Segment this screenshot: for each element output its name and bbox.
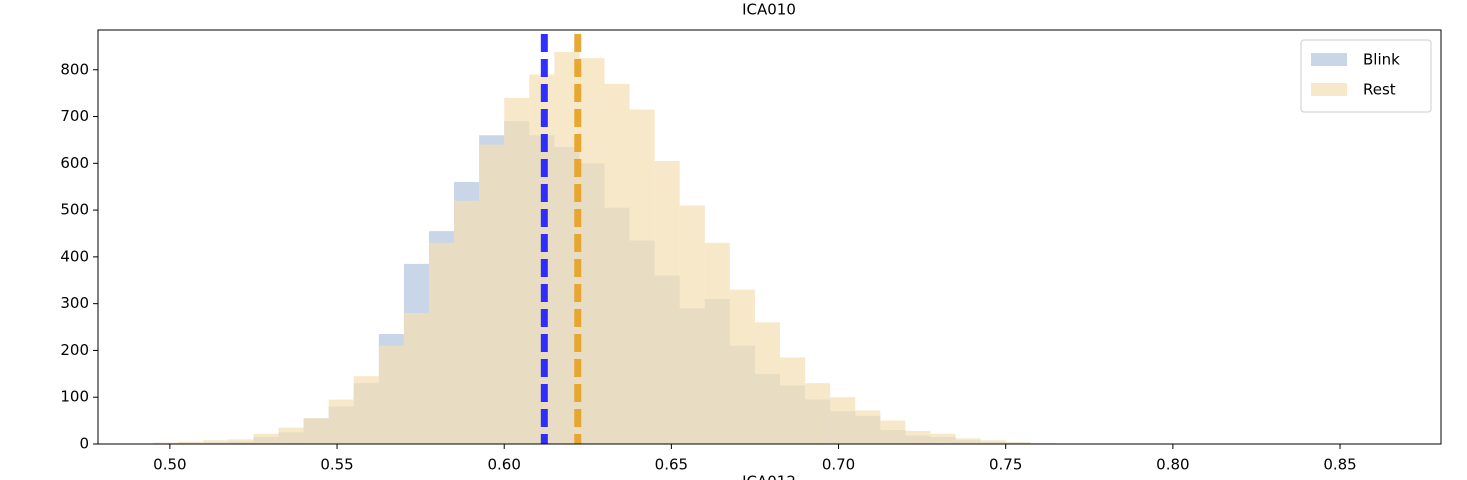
x-tick-label: 0.70 <box>822 456 855 474</box>
y-tick-label: 700 <box>60 107 89 125</box>
histogram-bar <box>178 441 204 444</box>
histogram-bar <box>153 442 179 444</box>
y-tick-label: 400 <box>60 247 89 265</box>
histogram-bar <box>729 289 755 444</box>
histogram-bar <box>403 313 429 444</box>
histogram-bar <box>253 433 279 444</box>
next-chart-title: ICA012 <box>742 473 796 480</box>
histogram-bar <box>328 399 354 444</box>
histogram-bar <box>629 109 655 444</box>
histogram-bar <box>805 383 831 444</box>
y-tick-label: 600 <box>60 154 89 172</box>
histogram-bar <box>479 144 505 444</box>
histogram-bar <box>704 242 730 444</box>
histogram-bar <box>278 427 304 444</box>
x-tick-label: 0.75 <box>989 456 1022 474</box>
histogram-bar <box>754 322 781 444</box>
y-tick-label: 800 <box>60 60 89 78</box>
histogram-bar <box>428 242 455 444</box>
x-tick-label: 0.65 <box>655 456 688 474</box>
histogram-bar <box>930 433 956 444</box>
histogram-bar <box>780 357 806 444</box>
histogram-bar <box>955 438 981 444</box>
histogram-bar <box>303 418 329 444</box>
x-tick-label: 0.50 <box>153 456 186 474</box>
histogram-bar <box>203 440 229 444</box>
histogram-bar <box>855 410 881 444</box>
x-tick-label: 0.85 <box>1323 456 1356 474</box>
legend-label: Rest <box>1363 81 1396 99</box>
histogram-bar <box>905 430 931 444</box>
histogram-bar <box>1005 442 1031 444</box>
y-tick-label: 200 <box>60 341 89 359</box>
histogram-bar <box>504 97 530 444</box>
legend-label: Blink <box>1363 51 1400 69</box>
histogram-bar <box>980 440 1006 444</box>
legend-swatch <box>1311 53 1347 66</box>
chart-title: ICA010 <box>742 1 796 19</box>
x-tick-label: 0.60 <box>488 456 521 474</box>
histogram-bar <box>679 205 705 444</box>
x-tick-label: 0.55 <box>320 456 353 474</box>
histogram-bar <box>604 83 630 445</box>
histogram-bar <box>880 420 906 444</box>
histogram-bar <box>378 345 404 444</box>
y-tick-label: 300 <box>60 294 89 312</box>
y-tick-label: 0 <box>79 435 89 453</box>
histogram-bar <box>353 376 379 444</box>
histogram-bar <box>830 397 856 444</box>
histogram-bar <box>228 439 254 444</box>
plot-frame <box>97 29 1442 445</box>
histogram-bar <box>454 200 480 444</box>
legend-swatch <box>1311 83 1347 96</box>
y-tick-label: 500 <box>60 201 89 219</box>
y-tick-label: 100 <box>60 388 89 406</box>
histogram-bar <box>579 58 605 444</box>
histogram-bar <box>654 160 680 445</box>
x-tick-label: 0.80 <box>1156 456 1189 474</box>
